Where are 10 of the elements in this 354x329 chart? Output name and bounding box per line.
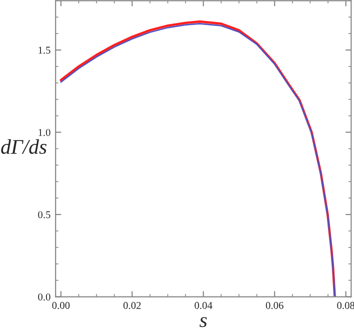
y-tick-label: 0.5 (38, 211, 50, 218)
x-axis-title: s (200, 317, 207, 328)
x-tick-label: 0.00 (52, 302, 70, 309)
x-tick-label: 0.02 (123, 302, 141, 309)
y-axis-title: dΓ/ds (1, 139, 46, 154)
x-tick-label: 0.04 (194, 302, 212, 309)
y-tick-label: 0.0 (38, 293, 50, 301)
x-tick-label: 0.06 (266, 302, 284, 309)
y-tick-label: 1.0 (38, 128, 50, 136)
y-tick-label: 1.5 (38, 46, 50, 54)
